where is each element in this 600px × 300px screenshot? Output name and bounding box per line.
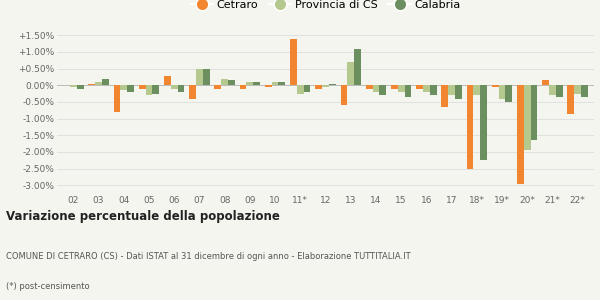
Bar: [530, 85, 538, 140]
Bar: [404, 85, 412, 97]
Bar: [290, 39, 297, 85]
Bar: [542, 80, 549, 85]
Text: Variazione percentuale della popolazione: Variazione percentuale della popolazione: [6, 210, 280, 223]
Bar: [347, 62, 354, 85]
Bar: [121, 85, 127, 90]
Bar: [70, 85, 77, 87]
Bar: [239, 85, 247, 88]
Bar: [455, 85, 462, 99]
Bar: [556, 85, 563, 97]
Bar: [480, 85, 487, 160]
Bar: [492, 85, 499, 87]
Bar: [152, 85, 159, 94]
Bar: [139, 85, 146, 88]
Bar: [354, 49, 361, 85]
Bar: [517, 85, 524, 184]
Legend: Cetraro, Provincia di CS, Calabria: Cetraro, Provincia di CS, Calabria: [186, 0, 465, 15]
Bar: [373, 85, 379, 92]
Bar: [329, 84, 336, 85]
Bar: [315, 85, 322, 88]
Bar: [297, 85, 304, 94]
Bar: [398, 85, 404, 92]
Bar: [341, 85, 347, 105]
Bar: [423, 85, 430, 92]
Bar: [524, 85, 530, 150]
Bar: [442, 85, 448, 107]
Bar: [304, 85, 310, 92]
Bar: [164, 76, 171, 85]
Bar: [113, 85, 121, 112]
Bar: [146, 85, 152, 95]
Bar: [499, 85, 505, 99]
Bar: [430, 85, 437, 95]
Bar: [272, 82, 278, 85]
Bar: [322, 85, 329, 87]
Bar: [366, 85, 373, 88]
Bar: [214, 85, 221, 88]
Bar: [473, 85, 480, 95]
Bar: [574, 85, 581, 94]
Bar: [448, 85, 455, 95]
Bar: [505, 85, 512, 102]
Bar: [265, 85, 272, 87]
Bar: [88, 84, 95, 85]
Bar: [196, 69, 203, 85]
Bar: [102, 79, 109, 85]
Bar: [278, 82, 285, 85]
Bar: [581, 85, 588, 97]
Bar: [568, 85, 574, 114]
Bar: [228, 80, 235, 85]
Bar: [203, 69, 209, 85]
Bar: [77, 85, 83, 88]
Bar: [247, 82, 253, 85]
Bar: [221, 79, 228, 85]
Bar: [391, 85, 398, 88]
Bar: [127, 85, 134, 92]
Bar: [178, 85, 184, 92]
Bar: [379, 85, 386, 95]
Bar: [467, 85, 473, 169]
Text: COMUNE DI CETRARO (CS) - Dati ISTAT al 31 dicembre di ogni anno - Elaborazione T: COMUNE DI CETRARO (CS) - Dati ISTAT al 3…: [6, 252, 410, 261]
Bar: [95, 82, 102, 85]
Bar: [416, 85, 423, 88]
Bar: [171, 85, 178, 88]
Bar: [189, 85, 196, 99]
Text: (*) post-censimento: (*) post-censimento: [6, 282, 89, 291]
Bar: [253, 82, 260, 85]
Bar: [549, 85, 556, 95]
